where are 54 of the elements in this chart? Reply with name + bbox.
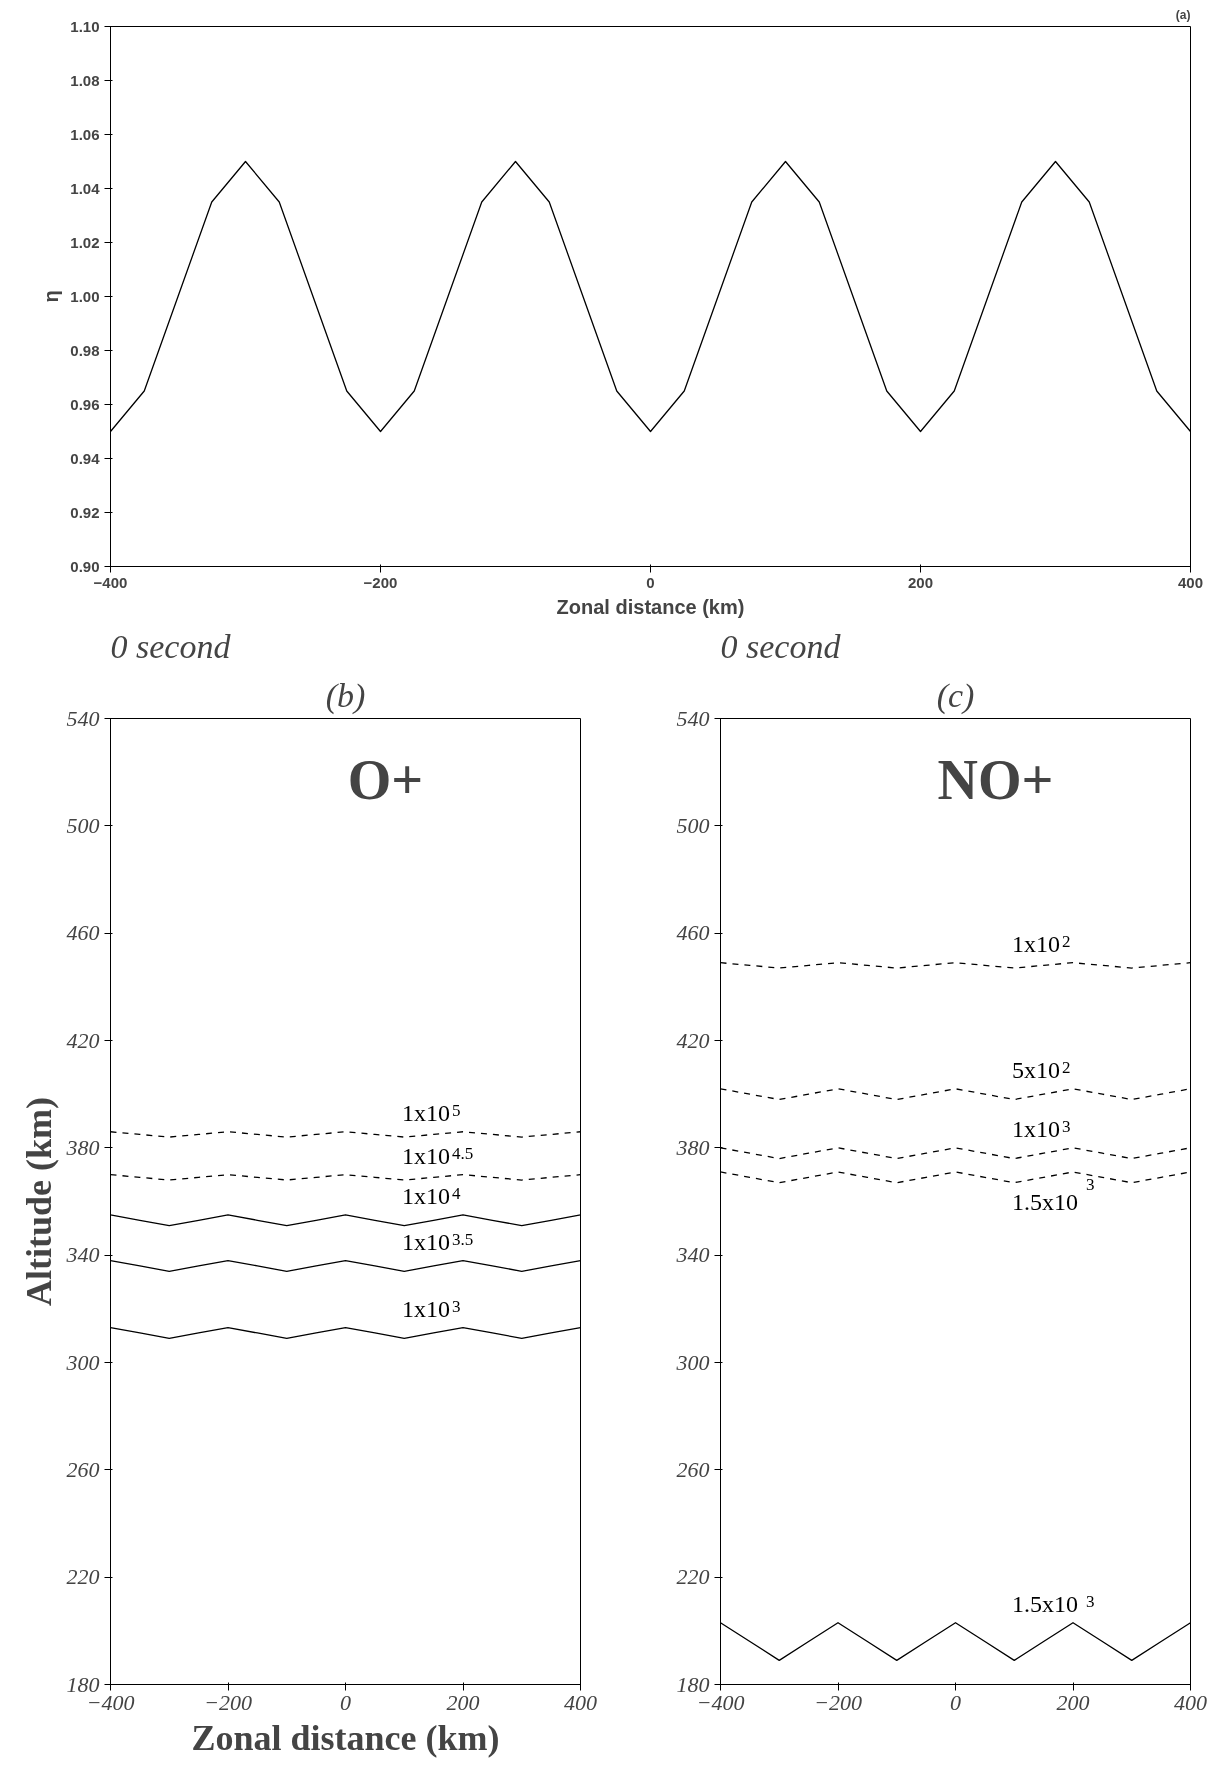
y-tick-label: 220 — [676, 1564, 710, 1590]
x-tick-label: 400 — [564, 1689, 597, 1715]
y-tick-label: 1.08 — [70, 71, 100, 89]
annotation: NO+ — [937, 748, 1054, 811]
x-axis-title: Zonal distance (km) — [556, 595, 745, 618]
y-tick-label: 380 — [675, 1134, 710, 1160]
y-tick-label: 500 — [676, 812, 710, 838]
y-tick-label: 340 — [65, 1242, 100, 1268]
x-tick-label: 200 — [907, 573, 934, 591]
y-tick-label: 260 — [676, 1456, 710, 1482]
y-axis-title: η — [40, 290, 63, 303]
y-tick-label: 420 — [676, 1027, 710, 1053]
chart-subtitle: (c) — [936, 676, 975, 715]
y-tick-label: 0.96 — [70, 395, 100, 413]
y-tick-label: 460 — [676, 920, 710, 946]
y-tick-label: 0.90 — [70, 557, 100, 575]
chart-title: (a) — [1175, 7, 1191, 22]
y-tick-label: 1.04 — [70, 179, 101, 197]
x-tick-label: 0 — [340, 1689, 351, 1715]
y-tick-label: 380 — [65, 1134, 100, 1160]
x-axis-title: Zonal distance (km) — [191, 1717, 500, 1758]
x-tick-label: 0 — [646, 573, 655, 591]
chart-title: 0 second — [110, 627, 232, 665]
y-tick-label: 540 — [676, 705, 710, 731]
y-tick-label: 420 — [66, 1027, 100, 1053]
y-tick-label: 300 — [675, 1349, 710, 1375]
y-tick-label: 340 — [675, 1242, 710, 1268]
y-tick-label: 540 — [66, 705, 100, 731]
x-tick-label: 0 — [950, 1689, 961, 1715]
x-tick-label: −200 — [363, 573, 398, 591]
y-axis-title: Altitude (km) — [18, 1096, 59, 1306]
y-tick-label: 500 — [66, 812, 100, 838]
y-tick-label: 220 — [66, 1564, 100, 1590]
y-tick-label: 1.06 — [70, 125, 100, 143]
x-tick-label: 400 — [1174, 1689, 1207, 1715]
x-tick-label: −200 — [204, 1689, 252, 1715]
chart-title: 0 second — [720, 627, 842, 665]
chart-subtitle: (b) — [325, 676, 366, 715]
y-tick-label: 0.98 — [70, 341, 100, 359]
x-tick-label: −400 — [93, 573, 128, 591]
y-tick-label: 300 — [65, 1349, 100, 1375]
y-tick-label: 0.94 — [70, 449, 101, 467]
y-tick-label: 1.00 — [70, 287, 100, 305]
y-tick-label: 1.10 — [70, 17, 100, 35]
y-tick-label: 0.92 — [70, 503, 100, 521]
x-tick-label: −200 — [814, 1689, 862, 1715]
x-tick-label: 200 — [446, 1689, 480, 1715]
series-label: 1.5x103 — [1011, 1174, 1095, 1215]
annotation: O+ — [347, 748, 424, 811]
y-tick-label: 460 — [66, 920, 100, 946]
x-tick-label: 400 — [1177, 573, 1204, 591]
y-tick-label: 260 — [66, 1456, 100, 1482]
x-tick-label: 200 — [1056, 1689, 1090, 1715]
y-tick-label: 1.02 — [70, 233, 100, 251]
